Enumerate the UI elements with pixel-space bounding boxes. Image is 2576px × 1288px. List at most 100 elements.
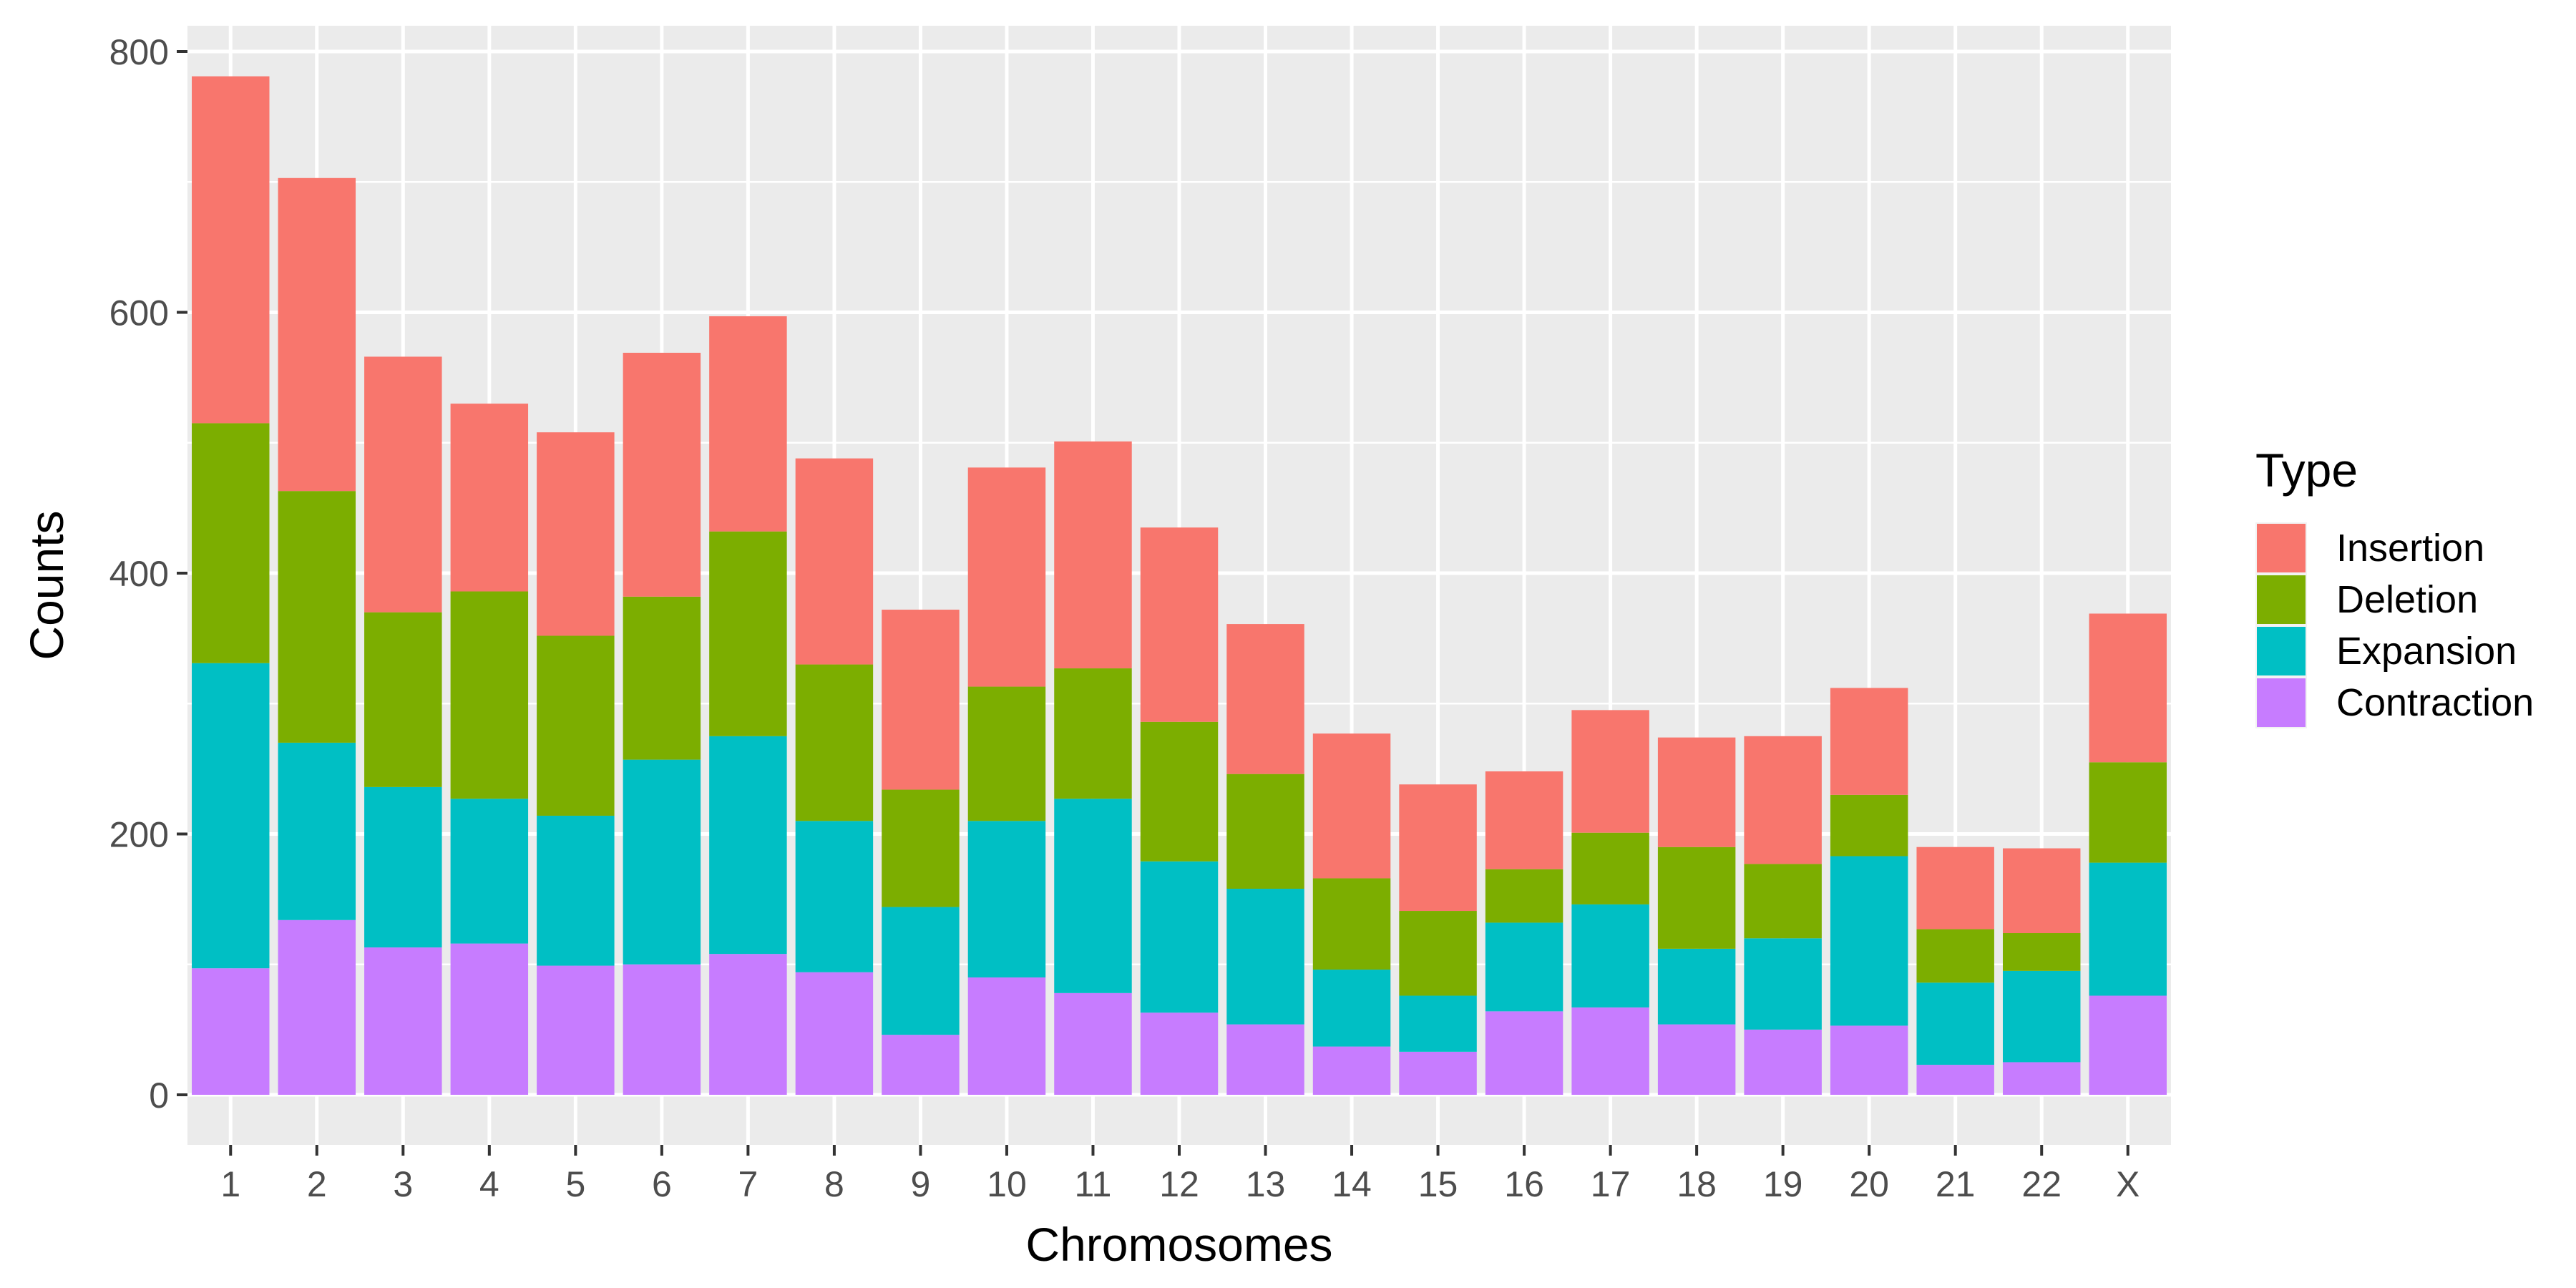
x-tick-label: X (2116, 1164, 2140, 1204)
bar-contraction-20 (1830, 1025, 1908, 1095)
bar-contraction-18 (1657, 1024, 1736, 1095)
bar-insertion-19 (1744, 736, 1822, 864)
bar-expansion-17 (1571, 904, 1649, 1008)
bar-insertion-9 (882, 610, 960, 790)
x-tick-label: 3 (393, 1164, 413, 1204)
bar-insertion-8 (795, 458, 874, 665)
x-tick-label: 11 (1075, 1164, 1112, 1204)
x-tick-label: 7 (738, 1164, 758, 1204)
legend-swatch-contraction (2257, 678, 2306, 727)
bar-contraction-15 (1399, 1051, 1477, 1095)
bar-expansion-18 (1657, 948, 1736, 1025)
bar-deletion-6 (623, 596, 701, 760)
bar-deletion-21 (1916, 929, 1994, 983)
bar-contraction-2 (278, 919, 356, 1095)
bar-expansion-8 (795, 821, 874, 972)
bar-insertion-18 (1657, 737, 1736, 847)
bar-deletion-17 (1571, 832, 1649, 904)
bar-deletion-X (2089, 762, 2167, 863)
x-tick-label: 22 (2021, 1164, 2062, 1204)
bar-expansion-7 (709, 736, 787, 955)
bar-contraction-16 (1485, 1011, 1563, 1095)
bar-contraction-11 (1054, 992, 1132, 1095)
bar-deletion-22 (2002, 933, 2081, 971)
bar-expansion-4 (450, 799, 529, 944)
bar-deletion-20 (1830, 794, 1908, 857)
x-tick-label: 20 (1849, 1164, 1889, 1204)
bar-expansion-14 (1312, 970, 1391, 1047)
x-tick-label: 12 (1159, 1164, 1199, 1204)
x-tick-label: 17 (1591, 1164, 1631, 1204)
x-tick-label: 13 (1246, 1164, 1286, 1204)
bar-deletion-10 (967, 686, 1046, 821)
bar-expansion-11 (1054, 799, 1132, 993)
x-tick-label: 8 (824, 1164, 844, 1204)
y-axis-title: Counts (20, 510, 73, 660)
bar-insertion-16 (1485, 771, 1563, 869)
legend-label-contraction: Contraction (2336, 681, 2534, 724)
bar-expansion-12 (1140, 861, 1219, 1013)
bar-insertion-22 (2002, 848, 2081, 934)
x-axis: 1 2 3 4 5 6 7 8 9 10 11 12 13 14 15 16 17 18 19 20 21 22 X (220, 1145, 2140, 1204)
bar-deletion-9 (882, 789, 960, 907)
y-tick-label: 800 (109, 32, 169, 72)
bar-contraction-6 (623, 964, 701, 1095)
bar-expansion-5 (537, 815, 615, 966)
bar-expansion-9 (882, 907, 960, 1035)
y-tick-label: 200 (109, 815, 169, 855)
x-tick-label: 6 (652, 1164, 672, 1204)
bar-insertion-21 (1916, 847, 1994, 930)
x-tick-label: 4 (479, 1164, 499, 1204)
bar-insertion-6 (623, 352, 701, 597)
bar-expansion-20 (1830, 856, 1908, 1026)
bar-insertion-15 (1399, 784, 1477, 912)
bar-deletion-5 (537, 635, 615, 816)
bar-insertion-X (2089, 613, 2167, 763)
bar-deletion-3 (364, 612, 442, 787)
bar-deletion-8 (795, 664, 874, 821)
x-tick-label: 10 (987, 1164, 1027, 1204)
bar-deletion-16 (1485, 869, 1563, 923)
legend-title: Type (2255, 444, 2358, 497)
bar-expansion-3 (364, 786, 442, 948)
bar-contraction-21 (1916, 1065, 1994, 1095)
bar-insertion-17 (1571, 710, 1649, 833)
bar-expansion-6 (623, 759, 701, 965)
legend-label-expansion: Expansion (2336, 630, 2517, 673)
bar-expansion-19 (1744, 938, 1822, 1030)
legend-label-deletion: Deletion (2336, 578, 2478, 621)
bar-insertion-4 (450, 404, 529, 592)
x-tick-label: 14 (1332, 1164, 1372, 1204)
bar-expansion-21 (1916, 982, 1994, 1065)
bar-deletion-15 (1399, 911, 1477, 996)
bar-deletion-1 (192, 423, 270, 663)
bar-expansion-15 (1399, 995, 1477, 1052)
bar-deletion-2 (278, 491, 356, 743)
x-tick-label: 1 (220, 1164, 240, 1204)
bar-contraction-14 (1312, 1046, 1391, 1095)
bar-contraction-5 (537, 965, 615, 1095)
x-tick-label: 5 (565, 1164, 585, 1204)
bar-insertion-11 (1054, 441, 1132, 669)
bar-contraction-7 (709, 954, 787, 1095)
bar-expansion-2 (278, 742, 356, 920)
bar-expansion-1 (192, 663, 270, 969)
bar-contraction-3 (364, 947, 442, 1095)
bar-contraction-12 (1140, 1013, 1219, 1095)
legend-swatch-insertion (2257, 524, 2306, 572)
y-axis: 0 200 400 600 800 (109, 32, 187, 1116)
bar-contraction-22 (2002, 1062, 2081, 1095)
bar-contraction-X (2089, 995, 2167, 1095)
bar-deletion-19 (1744, 864, 1822, 939)
bar-insertion-10 (967, 467, 1046, 687)
bar-contraction-4 (450, 943, 529, 1095)
bar-insertion-12 (1140, 527, 1219, 722)
bar-deletion-7 (709, 531, 787, 736)
legend-swatch-expansion (2257, 627, 2306, 675)
y-tick-label: 0 (149, 1075, 169, 1116)
bar-insertion-7 (709, 316, 787, 532)
bar-insertion-5 (537, 432, 615, 636)
bar-insertion-14 (1312, 733, 1391, 879)
bar-deletion-14 (1312, 878, 1391, 970)
